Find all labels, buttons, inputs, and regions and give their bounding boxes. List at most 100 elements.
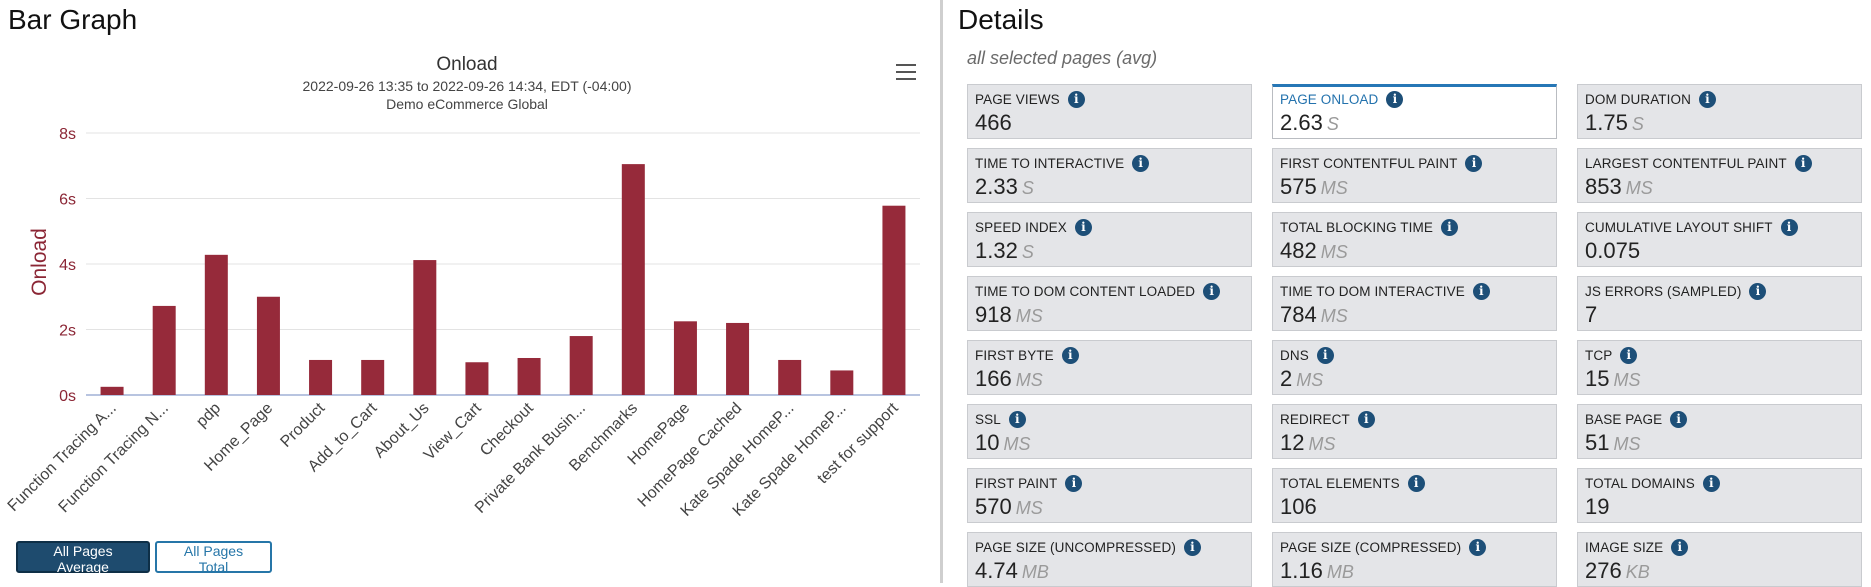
bar[interactable] [673,321,697,395]
metric-tile-header: FIRST PAINT i [975,475,1244,493]
panel-divider[interactable] [940,0,943,583]
metric-tile-page-size-uncompressed[interactable]: PAGE SIZE (UNCOMPRESSED) i 4.74 MB [967,532,1252,587]
metric-tile-header: PAGE SIZE (COMPRESSED) i [1280,539,1549,557]
info-icon[interactable]: i [1794,155,1812,173]
info-icon[interactable]: i [1472,283,1490,301]
metric-label: SSL [975,412,1001,428]
metric-unit: MB [1326,562,1354,582]
metric-unit: MS [1613,370,1641,390]
info-icon[interactable]: i [1440,219,1458,237]
chart-subtitle-date-range: 2022-09-26 13:35 to 2022-09-26 14:34, ED… [303,78,632,94]
metric-tile-page-onload[interactable]: PAGE ONLOAD i 2.63 S [1272,84,1557,139]
metric-tile-js-errors-sampled[interactable]: JS ERRORS (SAMPLED) i 7 [1577,276,1862,331]
metric-tile-header: PAGE VIEWS i [975,91,1244,109]
metric-tile-time-to-dom-content-loaded[interactable]: TIME TO DOM CONTENT LOADED i 918 MS [967,276,1252,331]
bar[interactable] [100,386,124,395]
metric-label: TOTAL DOMAINS [1585,476,1695,492]
metric-tile-redirect[interactable]: REDIRECT i 12 MS [1272,404,1557,459]
metric-tile-dns[interactable]: DNS i 2 MS [1272,340,1557,395]
info-icon[interactable]: i [1061,347,1079,365]
metric-tile-total-elements[interactable]: TOTAL ELEMENTS i 106 [1272,468,1557,523]
metric-value: 7 [1585,302,1598,327]
metric-value-row: 466 [975,110,1244,136]
info-icon[interactable]: i [1702,475,1720,493]
metric-tile-page-views[interactable]: PAGE VIEWS i 466 [967,84,1252,139]
metric-tile-cumulative-layout-shift[interactable]: CUMULATIVE LAYOUT SHIFT i 0.075 [1577,212,1862,267]
metric-tile-page-size-compressed[interactable]: PAGE SIZE (COMPRESSED) i 1.16 MB [1272,532,1557,587]
metric-tile-total-domains[interactable]: TOTAL DOMAINS i 19 [1577,468,1862,523]
info-icon[interactable]: i [1067,91,1085,109]
info-icon[interactable]: i [1749,283,1767,301]
metric-tile-total-blocking-time[interactable]: TOTAL BLOCKING TIME i 482 MS [1272,212,1557,267]
bar[interactable] [361,359,385,395]
bar[interactable] [204,254,228,395]
metric-value: 466 [975,110,1012,135]
metric-tile-header: BASE PAGE i [1585,411,1854,429]
chart-menu-icon[interactable] [896,64,916,80]
metric-tile-tcp[interactable]: TCP i 15 MS [1577,340,1862,395]
metric-tile-time-to-interactive[interactable]: TIME TO INTERACTIVE i 2.33 S [967,148,1252,203]
metric-value-row: 166 MS [975,366,1244,392]
bar[interactable] [830,370,854,395]
info-icon[interactable]: i [1132,155,1150,173]
metric-tile-first-byte[interactable]: FIRST BYTE i 166 MS [967,340,1252,395]
metric-value: 1.75 [1585,110,1628,135]
metric-tile-speed-index[interactable]: SPEED INDEX i 1.32 S [967,212,1252,267]
bar[interactable] [256,296,280,395]
metric-tile-dom-duration[interactable]: DOM DURATION i 1.75 S [1577,84,1862,139]
bar[interactable] [309,359,333,395]
metric-label: FIRST PAINT [975,476,1058,492]
bar[interactable] [152,305,176,395]
metric-label: REDIRECT [1280,412,1350,428]
metric-tile-header: TIME TO DOM INTERACTIVE i [1280,283,1549,301]
info-icon[interactable]: i [1698,91,1716,109]
metric-label: LARGEST CONTENTFUL PAINT [1585,156,1787,172]
metric-unit: MS [1308,434,1336,454]
info-icon[interactable]: i [1074,219,1092,237]
info-icon[interactable]: i [1670,411,1688,429]
bar[interactable] [569,336,593,395]
metric-tile-first-contentful-paint[interactable]: FIRST CONTENTFUL PAINT i 575 MS [1272,148,1557,203]
metric-tile-time-to-dom-interactive[interactable]: TIME TO DOM INTERACTIVE i 784 MS [1272,276,1557,331]
details-title: Details [958,4,1044,35]
all-pages-total-button[interactable]: All Pages Total [155,541,272,575]
bar[interactable] [882,205,906,395]
metric-label: JS ERRORS (SAMPLED) [1585,284,1742,300]
info-icon[interactable]: i [1357,411,1375,429]
metric-tile-header: TOTAL BLOCKING TIME i [1280,219,1549,237]
metric-value-row: 276 KB [1585,558,1854,584]
info-icon[interactable]: i [1469,539,1487,557]
metric-label: CUMULATIVE LAYOUT SHIFT [1585,220,1773,236]
y-tick-label: 4s [59,257,76,274]
metric-tile-base-page[interactable]: BASE PAGE i 51 MS [1577,404,1862,459]
bar[interactable] [517,357,541,395]
metric-tile-largest-contentful-paint[interactable]: LARGEST CONTENTFUL PAINT i 853 MS [1577,148,1862,203]
metric-label: TIME TO DOM INTERACTIVE [1280,284,1465,300]
info-icon[interactable]: i [1008,411,1026,429]
info-icon[interactable]: i [1671,539,1689,557]
info-icon[interactable]: i [1465,155,1483,173]
info-icon[interactable]: i [1183,539,1201,557]
metric-tile-header: TOTAL DOMAINS i [1585,475,1854,493]
bar[interactable] [726,322,750,395]
info-icon[interactable]: i [1203,283,1221,301]
info-icon[interactable]: i [1780,219,1798,237]
metric-tile-first-paint[interactable]: FIRST PAINT i 570 MS [967,468,1252,523]
bar[interactable] [778,359,802,395]
metric-tile-header: PAGE SIZE (UNCOMPRESSED) i [975,539,1244,557]
metric-value: 918 [975,302,1012,327]
info-icon[interactable]: i [1065,475,1083,493]
info-icon[interactable]: i [1407,475,1425,493]
info-icon[interactable]: i [1620,347,1638,365]
info-icon[interactable]: i [1386,91,1404,109]
bar[interactable] [413,260,437,395]
metric-tile-ssl[interactable]: SSL i 10 MS [967,404,1252,459]
metric-value-row: 853 MS [1585,174,1854,200]
all-pages-average-button[interactable]: All Pages Average [16,541,150,575]
metric-tile-header: CUMULATIVE LAYOUT SHIFT i [1585,219,1854,237]
metric-value-row: 1.75 S [1585,110,1854,136]
info-icon[interactable]: i [1316,347,1334,365]
bar[interactable] [621,164,645,395]
metric-tile-image-size[interactable]: IMAGE SIZE i 276 KB [1577,532,1862,587]
bar[interactable] [465,362,489,395]
